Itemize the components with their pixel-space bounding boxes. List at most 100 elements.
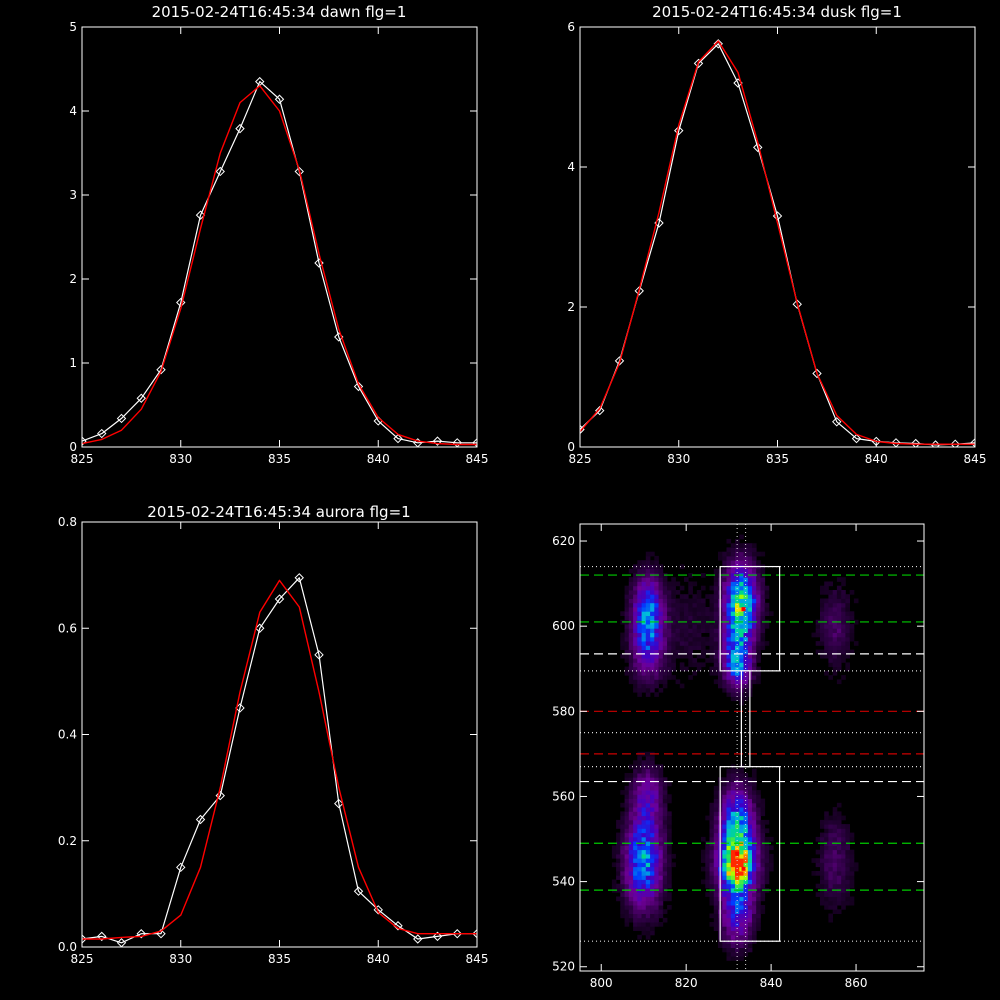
heatmap-cell bbox=[841, 892, 846, 897]
y-tick-label: 540 bbox=[552, 875, 575, 889]
heatmap-cell bbox=[726, 768, 732, 774]
heatmap-cell bbox=[828, 845, 833, 851]
heatmap-cell bbox=[769, 858, 774, 863]
heatmap-cell bbox=[730, 687, 736, 693]
heatmap-cell bbox=[824, 858, 829, 863]
heatmap-cell bbox=[747, 947, 753, 953]
heatmap-cell bbox=[641, 653, 647, 659]
heatmap-cell bbox=[658, 649, 664, 655]
heatmap-cell bbox=[641, 666, 647, 672]
heatmap-cell bbox=[747, 798, 753, 804]
heatmap-cell bbox=[650, 551, 655, 557]
heatmap-cell bbox=[645, 581, 651, 587]
heatmap-cell bbox=[662, 832, 668, 838]
heatmap-cell bbox=[849, 871, 855, 876]
heatmap-cell bbox=[645, 573, 651, 578]
heatmap-cell bbox=[756, 828, 761, 834]
heatmap-cell bbox=[671, 853, 676, 859]
heatmap-cell bbox=[637, 760, 642, 765]
heatmap-cell bbox=[743, 687, 749, 693]
heatmap-cell bbox=[688, 649, 693, 655]
heatmap-cell bbox=[650, 649, 655, 655]
heatmap-cell bbox=[628, 892, 634, 897]
heatmap-cell bbox=[726, 934, 732, 940]
heatmap-cell bbox=[824, 607, 829, 612]
heatmap-cell bbox=[624, 607, 630, 612]
heatmap-cell bbox=[849, 832, 855, 838]
heatmap-cell bbox=[820, 624, 825, 629]
heatmap-cell bbox=[756, 871, 761, 876]
heatmap-cell bbox=[637, 577, 642, 582]
heatmap-cell bbox=[832, 807, 838, 812]
heatmap-cell bbox=[845, 862, 850, 868]
heatmap-cell bbox=[815, 628, 821, 633]
heatmap-cell bbox=[628, 628, 634, 633]
heatmap-cell bbox=[735, 607, 740, 612]
heatmap-cell bbox=[735, 773, 740, 778]
data-point bbox=[116, 413, 127, 424]
heatmap-cell bbox=[832, 862, 838, 868]
heatmap-cell bbox=[747, 896, 753, 902]
heatmap-cell bbox=[654, 836, 659, 842]
heatmap-cell bbox=[654, 892, 659, 897]
heatmap-cell bbox=[620, 866, 625, 872]
heatmap-cell bbox=[705, 845, 710, 851]
data-point bbox=[693, 58, 704, 69]
heatmap-cell bbox=[688, 585, 693, 591]
x-tick-label: 840 bbox=[760, 976, 783, 990]
heatmap-cell bbox=[726, 624, 732, 629]
heatmap-cell bbox=[650, 879, 655, 885]
heatmap-cell bbox=[836, 577, 842, 582]
heatmap-cell bbox=[756, 790, 761, 795]
heatmap-cell bbox=[658, 858, 664, 863]
heatmap-cell bbox=[701, 866, 706, 872]
heatmap-cell bbox=[726, 602, 732, 608]
heatmap-cell bbox=[645, 551, 651, 557]
heatmap-cell bbox=[739, 849, 744, 855]
heatmap-cell bbox=[760, 862, 766, 868]
heatmap-cell bbox=[633, 785, 638, 791]
data-point bbox=[215, 166, 225, 177]
heatmap-cell bbox=[620, 858, 625, 863]
heatmap-cell bbox=[769, 611, 774, 616]
heatmap-cell bbox=[760, 598, 766, 604]
heatmap-cell bbox=[662, 828, 668, 834]
heatmap-cell bbox=[654, 811, 659, 817]
heatmap-cell bbox=[658, 607, 664, 612]
heatmap-cell bbox=[747, 900, 753, 906]
x-tick-label: 845 bbox=[466, 452, 489, 466]
heatmap-cell bbox=[679, 628, 685, 633]
heatmap-cell bbox=[730, 632, 736, 638]
heatmap-cell bbox=[658, 628, 664, 633]
y-tick-label: 0.6 bbox=[58, 621, 77, 635]
heatmap-cell bbox=[845, 649, 850, 655]
heatmap-cell bbox=[637, 845, 642, 851]
heatmap-cell bbox=[752, 871, 757, 876]
heatmap-cell bbox=[832, 871, 838, 876]
heatmap-cell bbox=[820, 862, 825, 868]
heatmap-cell bbox=[688, 653, 693, 659]
heatmap-cell bbox=[824, 832, 829, 838]
heatmap-cell bbox=[752, 849, 757, 855]
heatmap-cell bbox=[662, 883, 668, 889]
heatmap-cell bbox=[675, 611, 681, 616]
heatmap-cell bbox=[739, 534, 744, 540]
heatmap-cell bbox=[743, 951, 749, 957]
heatmap-cell bbox=[667, 845, 672, 851]
heatmap-cell bbox=[628, 836, 634, 842]
heatmap-cell bbox=[705, 849, 710, 855]
heatmap-cell bbox=[747, 602, 753, 608]
heatmap-cell bbox=[820, 636, 825, 642]
heatmap-cell bbox=[730, 832, 736, 838]
heatmap-cell bbox=[760, 624, 766, 629]
heatmap-cell bbox=[641, 615, 647, 621]
heatmap-cell bbox=[633, 594, 638, 599]
heatmap-cell bbox=[637, 853, 642, 859]
heatmap-cell bbox=[650, 666, 655, 672]
heatmap-cell bbox=[713, 602, 719, 608]
heatmap-cell bbox=[705, 875, 710, 880]
heatmap-cell bbox=[824, 828, 829, 834]
heatmap-cell bbox=[658, 866, 664, 872]
heatmap-cell bbox=[849, 611, 855, 616]
heatmap-cell bbox=[836, 594, 842, 599]
